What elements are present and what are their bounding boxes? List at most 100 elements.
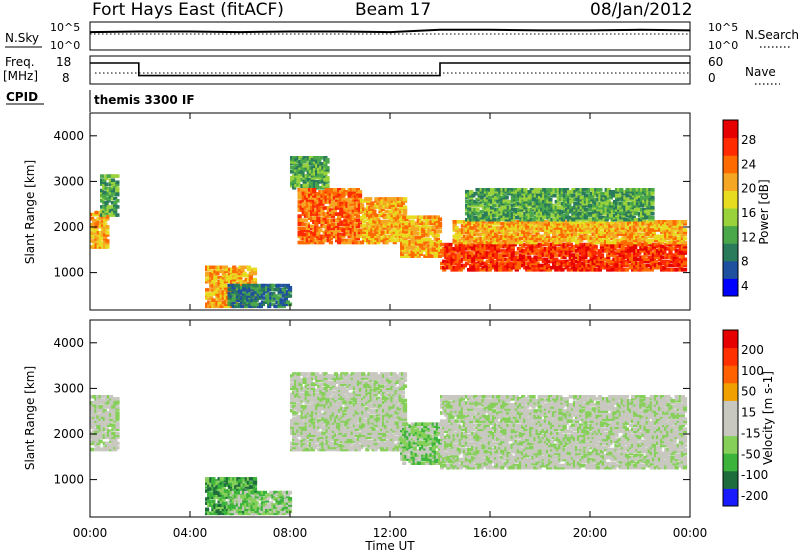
data-cell — [382, 213, 387, 218]
freq-unit: [MHz] — [3, 69, 38, 83]
data-cell — [92, 229, 97, 233]
data-cell — [610, 242, 615, 247]
data-cell — [111, 433, 116, 438]
data-cell — [221, 300, 226, 304]
data-cell — [672, 226, 677, 230]
data-cell — [100, 429, 105, 433]
data-cell — [494, 259, 499, 264]
data-cell — [221, 296, 226, 300]
data-cell — [209, 288, 214, 292]
data-cell — [106, 199, 111, 203]
data-cell — [460, 224, 465, 228]
data-cell — [525, 268, 530, 272]
data-cell — [106, 209, 111, 213]
data-cell — [572, 226, 578, 230]
data-cell — [475, 251, 480, 255]
data-cell — [527, 215, 532, 220]
data-cell — [653, 259, 659, 264]
data-cell — [523, 232, 528, 236]
data-cell — [96, 245, 101, 249]
data-cell — [299, 208, 304, 212]
data-cell — [628, 247, 634, 251]
data-cell — [637, 238, 642, 243]
data-cell — [664, 230, 669, 234]
data-cell — [223, 269, 228, 274]
data-cell — [660, 222, 665, 226]
data-cell — [579, 249, 584, 253]
data-cell — [617, 201, 622, 206]
data-cell — [535, 232, 540, 236]
data-cell — [620, 249, 625, 253]
data-cell — [100, 425, 105, 429]
colorbar-swatch — [723, 120, 738, 139]
data-cell — [312, 196, 317, 200]
data-cell — [629, 209, 634, 214]
data-cell — [682, 236, 688, 241]
data-cell — [92, 235, 97, 239]
data-cell — [100, 188, 105, 193]
data-cell — [392, 220, 397, 224]
data-cell — [287, 290, 293, 294]
data-cell — [312, 200, 317, 204]
data-cell — [481, 193, 486, 198]
data-cell — [558, 263, 563, 268]
colorbar-tick-label: 24 — [741, 157, 756, 171]
data-cell — [347, 232, 352, 237]
data-cell — [552, 230, 557, 234]
data-cell — [579, 251, 584, 255]
data-cell — [629, 195, 634, 200]
data-cell — [106, 429, 112, 433]
data-cell — [640, 209, 645, 214]
data-cell — [610, 190, 615, 194]
data-cell — [456, 263, 461, 268]
data-cell — [527, 261, 532, 266]
data-cell — [406, 227, 411, 232]
data-cell — [545, 263, 551, 268]
data-cell — [423, 246, 428, 250]
data-cell — [674, 263, 679, 268]
data-cell — [207, 499, 212, 503]
data-cell — [619, 190, 624, 194]
data-cell — [620, 240, 625, 245]
data-cell — [556, 201, 561, 206]
data-cell — [315, 182, 320, 186]
data-cell — [624, 224, 629, 228]
data-cell — [349, 214, 354, 218]
data-cell — [96, 220, 101, 225]
data-cell — [314, 238, 319, 243]
data-cell — [535, 224, 540, 228]
data-cell — [205, 509, 210, 514]
data-cell — [678, 226, 683, 230]
data-cell — [587, 263, 592, 268]
data-cell — [579, 268, 584, 272]
data-cell — [456, 261, 461, 266]
data-cell — [433, 235, 438, 240]
data-cell — [96, 429, 101, 433]
data-cell — [550, 255, 555, 259]
data-cell — [347, 208, 352, 212]
data-cell — [113, 196, 118, 201]
data-cell — [481, 242, 486, 247]
data-cell — [374, 203, 379, 207]
data-cell — [612, 203, 618, 208]
data-cell — [396, 211, 401, 216]
data-cell — [531, 263, 536, 268]
data-cell — [211, 300, 216, 304]
data-cell — [494, 236, 499, 241]
data-cell — [608, 205, 613, 210]
data-cell — [596, 190, 601, 194]
data-cell — [322, 196, 327, 200]
data-cell — [237, 290, 243, 294]
data-cell — [115, 399, 120, 403]
data-cell — [418, 240, 424, 244]
data-cell — [564, 265, 569, 270]
data-cell — [343, 220, 348, 224]
data-cell — [102, 186, 107, 191]
y-tick-label: 2000 — [53, 220, 84, 234]
data-cell — [298, 162, 303, 166]
data-cell — [518, 247, 524, 251]
data-cell — [682, 247, 688, 251]
data-cell — [312, 168, 318, 172]
data-cell — [305, 204, 310, 208]
data-cell — [537, 255, 542, 259]
